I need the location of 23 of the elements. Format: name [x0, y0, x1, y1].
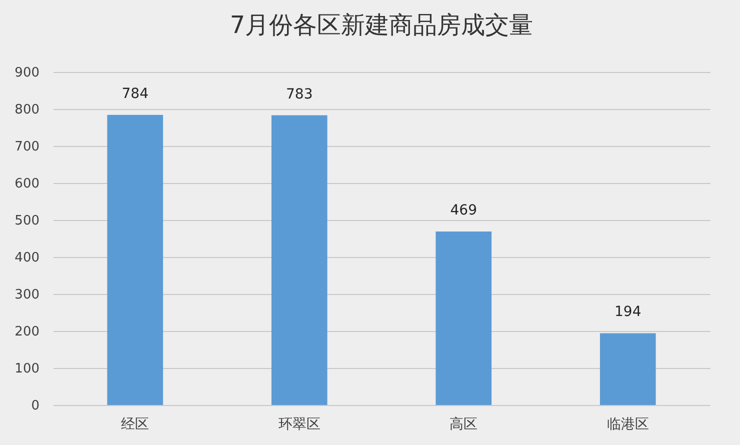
- y-tick-label: 0: [31, 398, 40, 414]
- data-label: 783: [286, 86, 313, 102]
- y-tick-label: 100: [14, 362, 40, 376]
- y-tick-label: 300: [14, 288, 40, 302]
- bar: [436, 231, 492, 405]
- y-tick-label: 700: [14, 140, 40, 154]
- data-label: 784: [122, 86, 149, 102]
- bar: [600, 333, 656, 405]
- chart-title: 7月份各区新建商品房成交量: [230, 11, 534, 39]
- data-label: 469: [450, 202, 477, 218]
- y-tick-label: 400: [14, 250, 40, 266]
- y-tick-label: 200: [14, 324, 40, 340]
- x-tick-label: 环翠区: [278, 416, 320, 432]
- bar: [271, 115, 328, 405]
- bar: [107, 114, 164, 405]
- y-tick-label: 500: [14, 214, 40, 228]
- x-tick-label: 临港区: [606, 416, 649, 432]
- x-tick-label: 高区: [450, 416, 478, 432]
- data-label: 194: [614, 304, 642, 320]
- x-tick-label: 经区: [121, 416, 150, 432]
- y-tick-label: 900: [14, 66, 40, 80]
- y-tick-label: 800: [14, 102, 40, 118]
- y-tick-label: 600: [14, 176, 40, 192]
